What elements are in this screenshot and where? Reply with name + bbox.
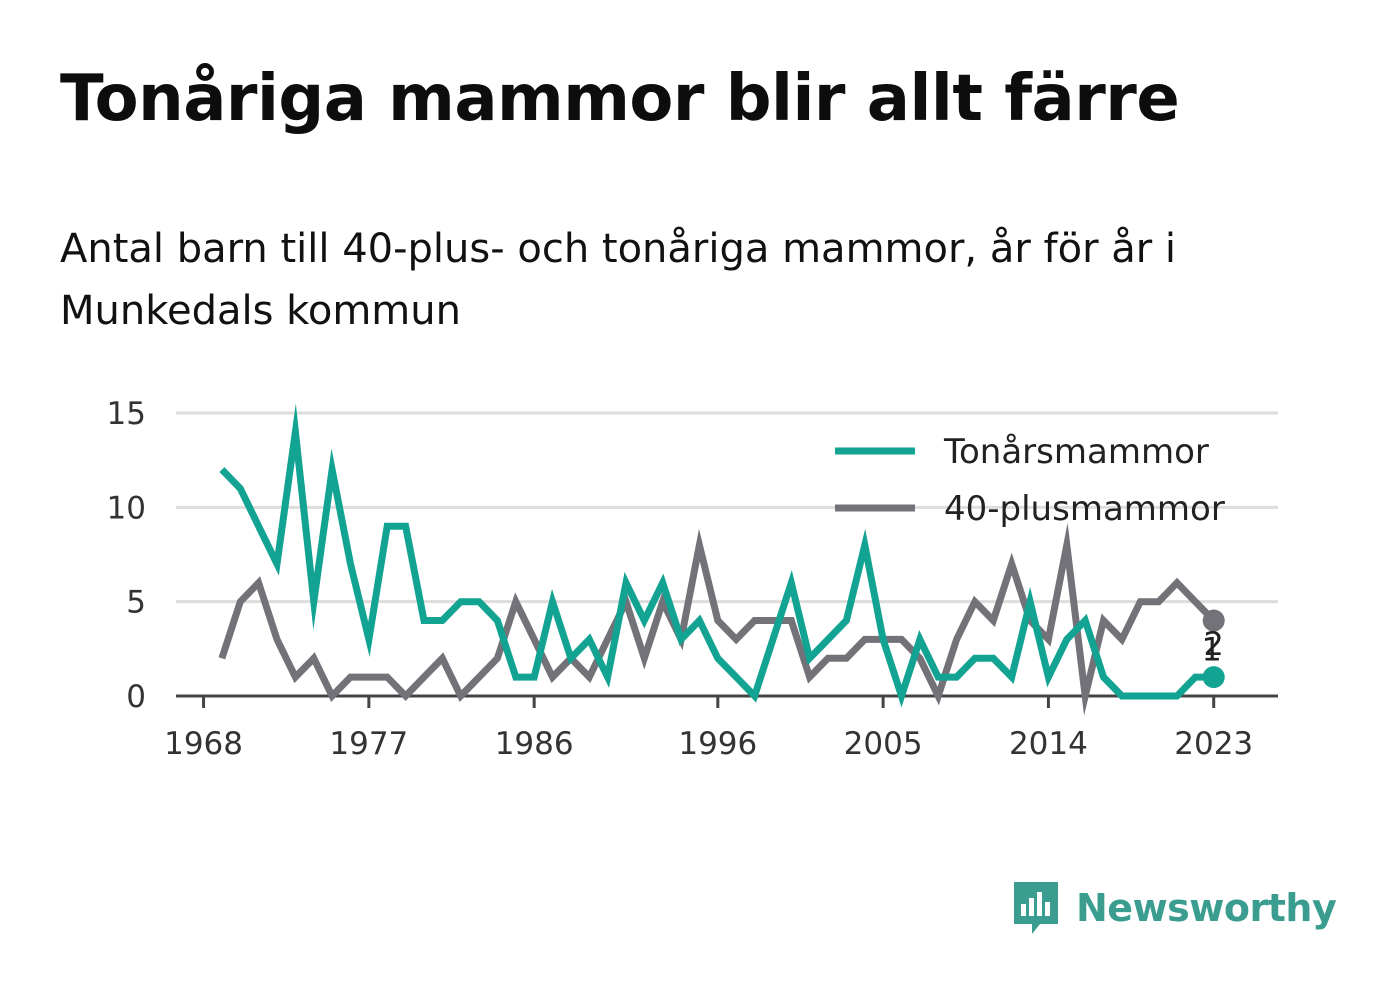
y-tick-label: 5 — [126, 585, 146, 621]
x-tick-label: 2005 — [844, 726, 923, 762]
legend: Tonårsmammor 40-plusmammor — [835, 432, 1225, 529]
end-markers: 21 — [1202, 609, 1225, 689]
chart-subtitle: Antal barn till 40-plus- och tonåriga ma… — [60, 226, 1177, 334]
x-tick-label: 1977 — [329, 726, 408, 762]
x-axis-ticks: 1968 1977 1986 1996 2005 2014 2023 — [164, 696, 1253, 762]
x-tick-label: 2023 — [1174, 726, 1253, 762]
end-label-teen: 2 — [1204, 625, 1224, 663]
series-lines — [218, 403, 1217, 716]
chart-title: Tonåriga mammor blir allt färre — [60, 62, 1180, 136]
end-label-forty: 1 — [1202, 631, 1222, 669]
bar-chart-icon — [1014, 882, 1058, 934]
x-tick-label: 2014 — [1009, 726, 1088, 762]
y-tick-label: 10 — [107, 490, 146, 526]
series-line-forty — [218, 522, 1217, 716]
end-marker-teen — [1202, 666, 1225, 689]
x-tick-label: 1986 — [495, 726, 574, 762]
x-tick-label: 1996 — [678, 726, 757, 762]
newsworthy-logo: Newsworthy — [1010, 878, 1337, 938]
series-line-teen — [219, 403, 1214, 708]
legend-label-forty: 40-plusmammor — [944, 489, 1225, 529]
y-axis-ticks: 0 5 10 15 — [107, 396, 146, 715]
legend-label-teen: Tonårsmammor — [943, 432, 1209, 472]
y-tick-label: 0 — [126, 679, 146, 715]
y-tick-label: 15 — [107, 396, 146, 432]
brand-name: Newsworthy — [1076, 886, 1337, 930]
x-tick-label: 1968 — [164, 726, 243, 762]
end-marker-forty — [1202, 609, 1225, 632]
